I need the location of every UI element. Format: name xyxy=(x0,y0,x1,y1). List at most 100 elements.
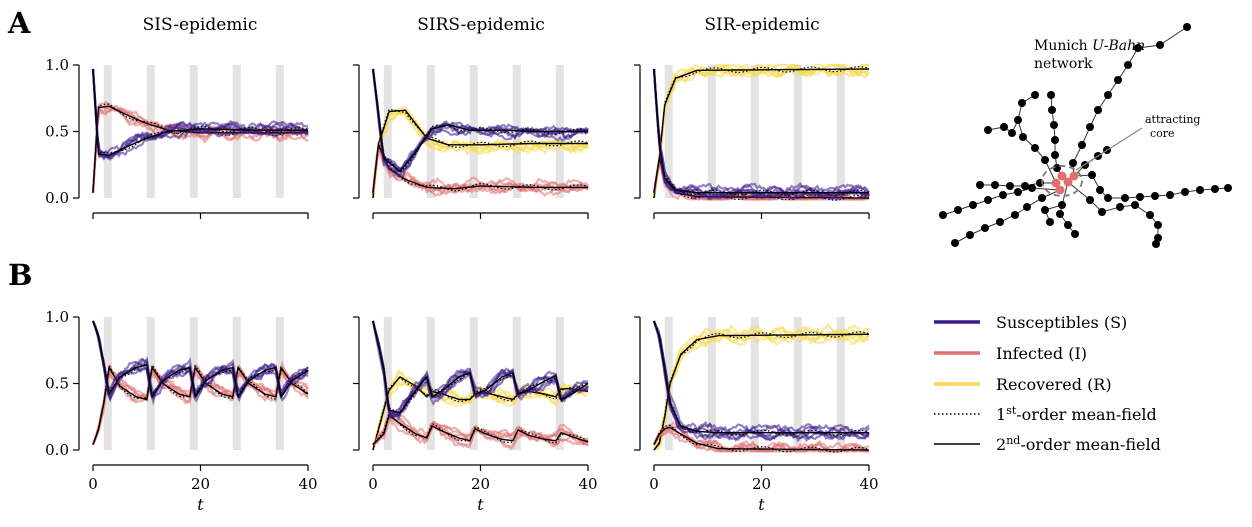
network-node xyxy=(1181,188,1189,196)
network-core-node xyxy=(1055,185,1065,195)
network-line xyxy=(1067,181,1159,245)
network-node xyxy=(1078,141,1086,149)
network-node xyxy=(984,196,992,204)
realization-I xyxy=(91,364,309,446)
first-order-mean-field-I xyxy=(653,156,870,201)
second-order-mean-field-I xyxy=(92,365,309,445)
network-node xyxy=(1047,91,1055,99)
y-tick-label: 0.0 xyxy=(45,189,69,207)
network-node xyxy=(976,181,984,189)
network-node xyxy=(1104,91,1112,99)
chart-b-3: 0 20 40 t xyxy=(634,316,879,514)
network-core-node xyxy=(1057,171,1067,181)
network-node xyxy=(1098,208,1106,216)
y-tick-label: 0.5 xyxy=(45,375,69,393)
network-node xyxy=(1211,185,1219,193)
realization-S xyxy=(652,68,870,197)
shaded-period xyxy=(664,65,673,198)
panel-label-a: A xyxy=(7,6,31,40)
network-node xyxy=(1048,106,1056,114)
shaded-period xyxy=(555,317,564,450)
network-node xyxy=(939,211,947,219)
legend-label-recovered: Recovered (R) xyxy=(996,375,1112,394)
second-order-mean-field-I xyxy=(372,142,588,193)
network-node xyxy=(1051,136,1059,144)
legend-label-second-order: 2nd-order mean-field xyxy=(996,434,1161,454)
second-order-mean-field-S xyxy=(92,320,309,399)
second-order-mean-field-I xyxy=(372,414,589,446)
network-node xyxy=(1116,203,1124,211)
legend: Susceptibles (S) Infected (I) Recovered … xyxy=(934,313,1161,454)
realization-R xyxy=(371,109,589,199)
network-node xyxy=(1166,191,1174,199)
realization-S xyxy=(91,68,309,160)
shaded-period xyxy=(146,65,155,198)
network-node xyxy=(1156,41,1164,49)
attracting-core-outline xyxy=(1041,165,1083,197)
network-node xyxy=(1051,151,1059,159)
network-node xyxy=(1064,221,1072,229)
network-node xyxy=(981,224,989,232)
shaded-period xyxy=(750,65,759,198)
network-node xyxy=(1134,44,1142,52)
column-title-sir: SIR-epidemic xyxy=(704,15,819,35)
x-tick-label: 0 xyxy=(368,475,378,493)
network-node xyxy=(1088,171,1096,179)
network-title-line1: Munich U-Bahn xyxy=(1034,38,1145,54)
network-node xyxy=(969,201,977,209)
network-node xyxy=(1124,61,1132,69)
second-order-mean-field-S xyxy=(372,320,589,414)
network-node xyxy=(1151,192,1159,200)
x-tick-label: 40 xyxy=(578,475,597,493)
network-node xyxy=(1104,194,1112,202)
first-order-mean-field-R xyxy=(653,66,870,199)
first-order-mean-field-S xyxy=(372,68,589,174)
shaded-period xyxy=(707,317,716,450)
network-node xyxy=(1136,193,1144,201)
first-order-mean-field-I xyxy=(92,363,309,445)
network-node xyxy=(951,239,959,247)
shaded-period xyxy=(793,65,802,198)
x-tick-label: 0 xyxy=(649,475,659,493)
annotation-core: core xyxy=(1150,127,1175,140)
network-node xyxy=(1000,123,1008,131)
second-order-mean-field-I xyxy=(653,426,869,451)
x-tick-label: 20 xyxy=(752,475,771,493)
chart-a-3 xyxy=(634,63,870,219)
chart-a-1: 0.0 0.5 1.0 xyxy=(45,56,309,219)
network-node xyxy=(1056,210,1064,218)
network-core-node xyxy=(1051,178,1061,188)
first-order-mean-field-S xyxy=(92,320,309,400)
network-node xyxy=(1196,186,1204,194)
shaded-period xyxy=(793,317,802,450)
x-tick-label: 0 xyxy=(88,475,98,493)
chart-b-2: 0 20 40 t xyxy=(353,316,598,514)
network-node xyxy=(1021,182,1029,190)
network-node xyxy=(1086,123,1094,131)
network-node xyxy=(1114,76,1122,84)
network-node xyxy=(1152,240,1160,248)
network-node xyxy=(1183,23,1191,31)
second-order-mean-field-R xyxy=(653,333,869,451)
network-node xyxy=(984,126,992,134)
network-node xyxy=(1018,99,1026,107)
realization-S xyxy=(652,320,870,441)
network-node xyxy=(1014,116,1022,124)
first-order-mean-field-S xyxy=(653,320,870,436)
x-tick-label: 20 xyxy=(191,475,210,493)
network-node xyxy=(991,181,999,189)
realization-I xyxy=(91,367,309,446)
network-node xyxy=(1031,144,1039,152)
column-title-sis: SIS-epidemic xyxy=(143,15,258,35)
first-order-mean-field-I xyxy=(372,412,589,446)
network-node xyxy=(1121,194,1129,202)
realization-R xyxy=(652,63,870,199)
annotation-leader-line xyxy=(1075,127,1143,171)
column-title-sirs: SIRS-epidemic xyxy=(417,15,545,35)
network-node xyxy=(1058,201,1066,209)
network-node xyxy=(1028,184,1036,192)
realization-R xyxy=(371,108,589,199)
y-tick-label: 1.0 xyxy=(45,308,69,326)
shaded-period xyxy=(103,65,112,198)
